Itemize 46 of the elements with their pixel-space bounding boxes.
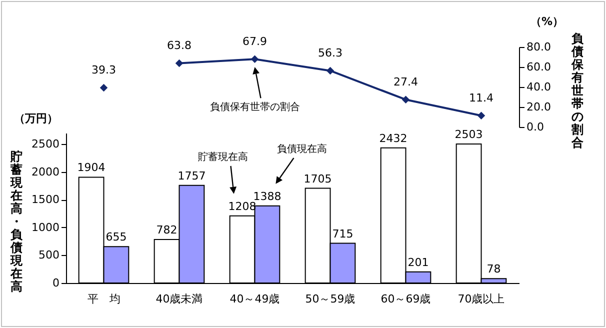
data-label: 67.9 xyxy=(242,35,267,48)
x-tick-label: 40～49歳 xyxy=(230,292,280,306)
y-tick-label: 1500 xyxy=(32,193,60,206)
x-tick-label: 60～69歳 xyxy=(380,292,431,306)
data-label: 2432 xyxy=(379,132,408,145)
data-label: 11.4 xyxy=(469,92,494,105)
y-tick-label: 2000 xyxy=(32,165,60,178)
data-label: 715 xyxy=(332,227,354,240)
text: 貯蓄現在高・負債現在高 xyxy=(10,150,22,294)
data-label: 27.4 xyxy=(394,76,418,89)
y2-tick-label: 40.0 xyxy=(526,80,551,94)
text: （万円） xyxy=(14,112,58,125)
y-tick-label: 2500 xyxy=(32,138,60,151)
y-tick-label: 1000 xyxy=(32,220,60,234)
data-label: 56.3 xyxy=(318,46,342,60)
annotation: 負債現在高 xyxy=(276,143,327,155)
data-label: 63.8 xyxy=(167,39,192,52)
data-label: 782 xyxy=(156,224,178,237)
text: 負債保有世帯の割合 xyxy=(572,32,584,150)
data-label: 655 xyxy=(106,230,127,244)
y2-tick-label: 60.0 xyxy=(526,60,551,74)
point xyxy=(402,96,410,104)
data-label: 201 xyxy=(408,256,429,269)
x-tick-label: 平 均 xyxy=(87,292,120,306)
data-label: 2503 xyxy=(454,128,483,141)
data-label: 1757 xyxy=(178,169,206,182)
point xyxy=(477,112,486,120)
point xyxy=(326,66,334,75)
data-label: 1904 xyxy=(77,161,106,174)
text: （%） xyxy=(530,15,564,28)
annotation: 貯蓄現在高 xyxy=(198,151,248,163)
y-tick-label: 500 xyxy=(38,248,60,262)
data-label: 1705 xyxy=(304,172,332,186)
y2-tick-label: 0.0 xyxy=(526,120,544,134)
point xyxy=(250,55,259,63)
x-tick-label: 70歳以上 xyxy=(458,292,505,306)
data-label: 78 xyxy=(486,262,501,276)
y-tick-label: 0 xyxy=(52,276,60,290)
point xyxy=(175,59,184,68)
y2-tick-label: 80.0 xyxy=(526,40,551,54)
y2-tick-label: 20.0 xyxy=(526,100,551,114)
data-label: 39.3 xyxy=(92,64,116,77)
x-tick-label: 50～59歳 xyxy=(305,292,356,306)
x-tick-label: 40歳未満 xyxy=(156,292,203,306)
annotation: 負債保有世帯の割合 xyxy=(210,101,300,114)
point xyxy=(100,84,108,92)
